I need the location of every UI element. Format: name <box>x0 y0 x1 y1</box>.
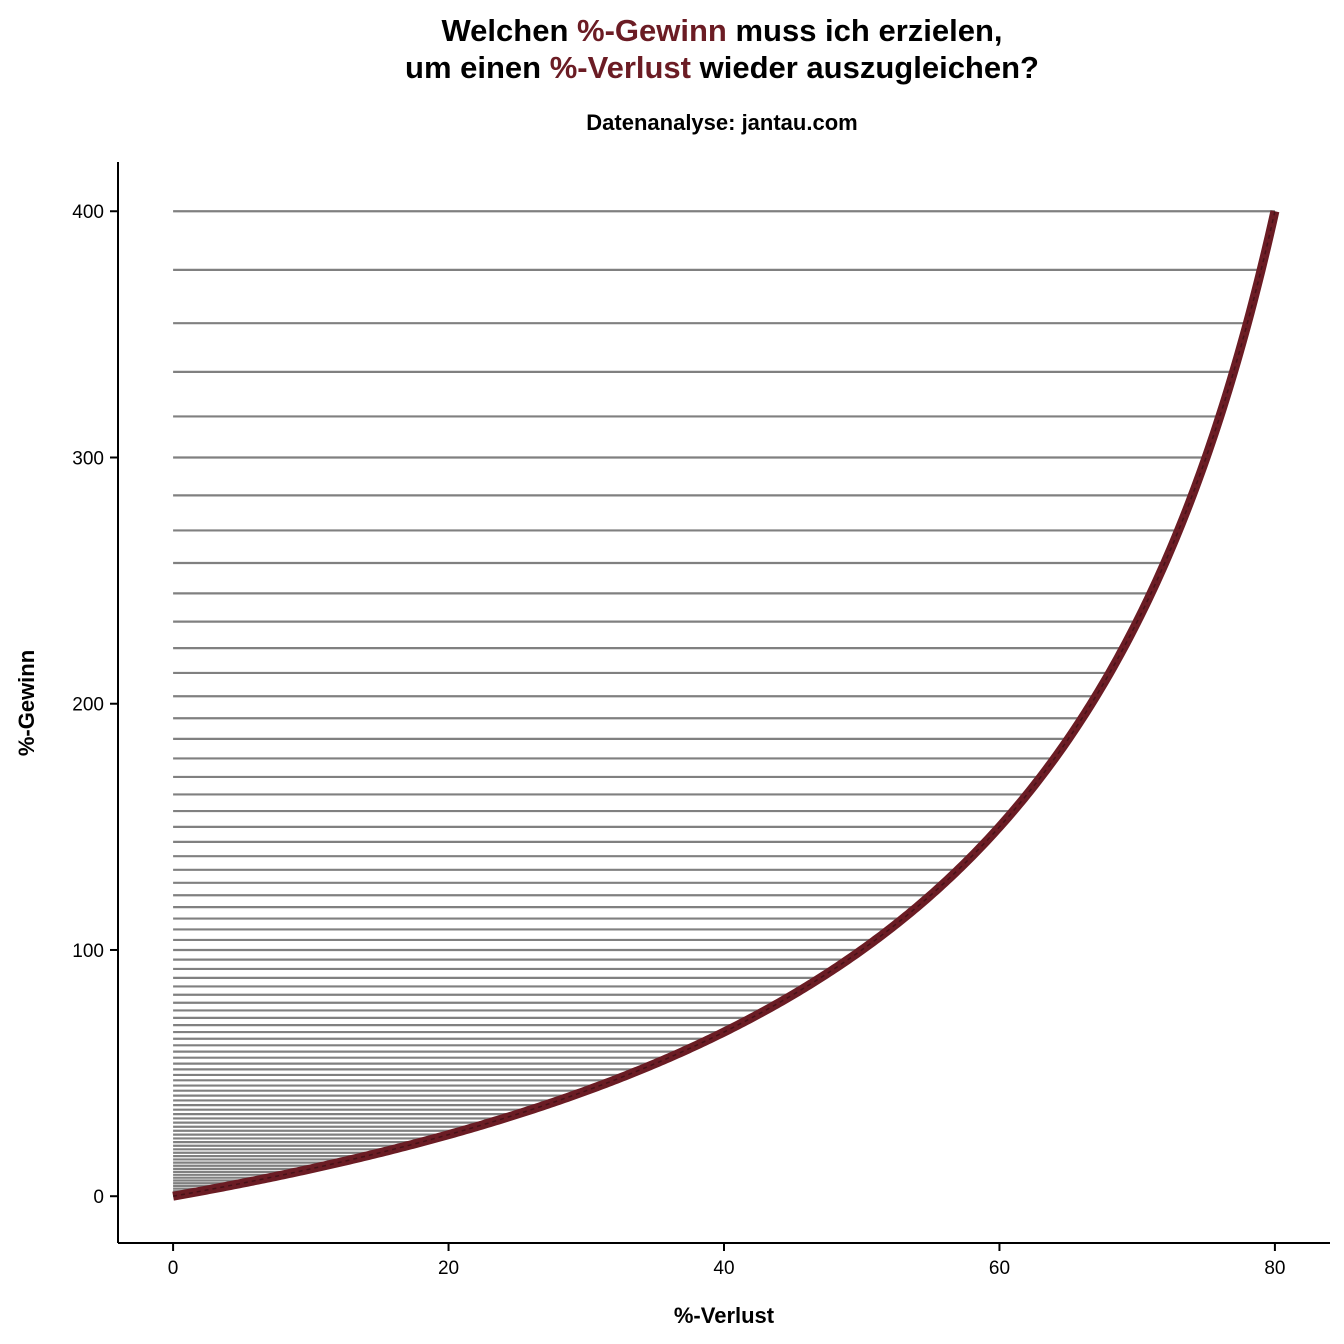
reference-lines <box>173 210 1275 1195</box>
y-tick-label: 200 <box>72 695 104 716</box>
gain-curve-center <box>172 211 1276 1197</box>
title-accent-loss: %-Verlust <box>550 50 691 85</box>
y-tick-label: 400 <box>72 202 104 223</box>
x-ticks: 0 20 40 60 80 <box>168 1243 1285 1279</box>
x-tick-label: 60 <box>989 1258 1010 1279</box>
y-axis-title: %-Gewinn <box>14 650 39 756</box>
title-part-2: muss ich erzielen, <box>727 13 1003 48</box>
title-part-4: wieder auszugleichen? <box>691 50 1039 85</box>
chart-subtitle: Datenanalyse: jantau.com <box>586 110 857 135</box>
y-tick-label: 0 <box>93 1187 104 1208</box>
title-part-3: um einen <box>405 50 550 85</box>
title-accent-gain: %-Gewinn <box>577 13 727 48</box>
x-tick-label: 40 <box>713 1258 734 1279</box>
y-tick-label: 100 <box>72 941 104 962</box>
chart-title-line-2: um einen %-Verlust wieder auszugleichen? <box>405 50 1039 85</box>
curve-layer <box>172 210 1280 1201</box>
x-tick-label: 20 <box>438 1258 459 1279</box>
chart-title: Welchen %-Gewinn muss ich erzielen, <box>441 13 1002 48</box>
x-tick-label: 80 <box>1264 1258 1285 1279</box>
y-tick-label: 300 <box>72 448 104 469</box>
x-tick-label: 0 <box>168 1258 179 1279</box>
gain-curve <box>172 210 1280 1201</box>
x-axis-title: %-Verlust <box>674 1303 775 1328</box>
title-part-1: Welchen <box>441 13 577 48</box>
y-ticks: 0 100 200 300 400 <box>72 202 118 1208</box>
